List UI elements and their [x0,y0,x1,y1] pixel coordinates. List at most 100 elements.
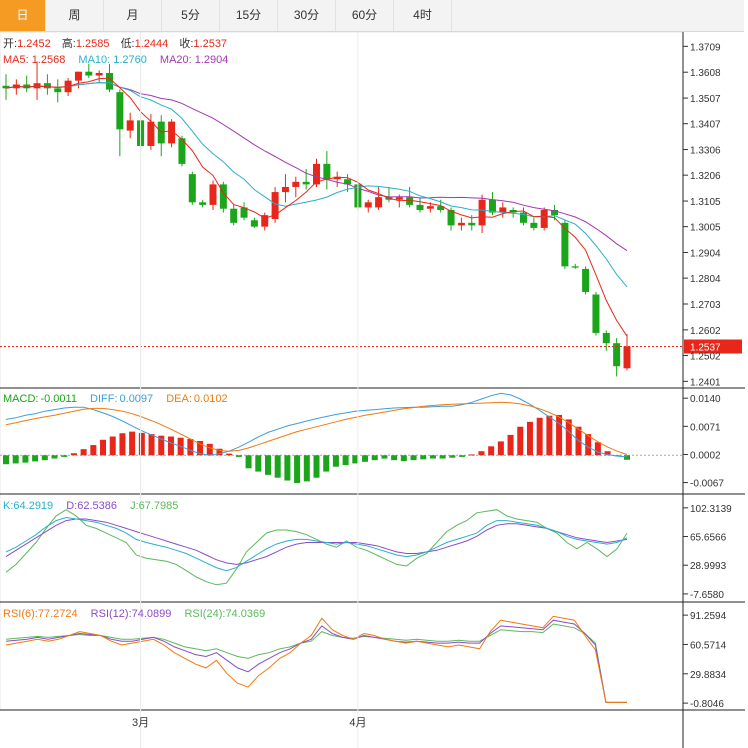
macd-bar [264,455,271,475]
ma10-line [5,82,628,288]
macd-bar [381,455,388,459]
tab-60min[interactable]: 60分 [336,0,394,31]
candle-body [530,222,538,228]
rsi12-line [5,619,627,703]
macd-bar [332,455,339,467]
y-tick-label: 1.2401 [690,377,721,388]
candle-body [520,212,527,223]
rsi6-label: RSI(6): [3,608,38,620]
y-tick-label: 60.5714 [690,640,727,651]
ohlc-legend: 开:1.2452 高:1.2585 低:1.2444 收:1.2537 [3,36,227,50]
candle-pane [0,32,684,389]
rsi24-label: RSI(24): [184,608,225,620]
candle-body [333,176,341,180]
candle-body [74,71,82,81]
candle-body [602,332,610,344]
candle-body [437,206,445,210]
k-value: 64.2919 [13,500,53,512]
j-line [5,509,628,586]
macd-bar [206,443,213,456]
candle-body [499,207,507,213]
candle-body [147,121,155,146]
macd-bar [187,438,194,456]
ma10-label: MA10: [78,54,110,66]
ma20-label: MA20: [160,54,192,66]
macd-bar [90,445,97,456]
chart-area[interactable]: 1.2537 1.37091.36081.35071.34071.33061.3… [0,32,748,748]
macd-bar [197,441,204,456]
macd-bar [323,455,330,472]
tab-5min[interactable]: 5分 [162,0,220,31]
y-tick-label: 1.2804 [690,274,721,285]
macd-bar [410,455,417,461]
candle-body [116,92,124,130]
candle-body [468,222,476,226]
candle-body [613,343,621,367]
macd-bar [12,455,19,464]
y-tick-label: -0.8046 [690,699,724,710]
macd-bar [100,439,107,456]
macd-bar [429,455,436,459]
macd-bar [459,455,466,457]
y-tick-label: 1.3608 [690,68,721,79]
d-label: D: [66,500,77,512]
macd-bar [216,448,223,456]
y-tick-label: 102.3139 [690,504,732,515]
candle-body [188,174,196,203]
y-tick-label: 1.3005 [690,223,721,234]
tab-30min[interactable]: 30分 [278,0,336,31]
low-value: 1.2444 [135,38,169,50]
macd-bar [362,455,369,462]
open-label: 开: [3,38,17,50]
macd-bar [624,455,630,460]
macd-label: MACD: [3,393,38,405]
candle-series: 1.2537 [0,61,742,377]
k-line [5,516,628,572]
macd-bar [526,421,533,456]
tab-week[interactable]: 周 [46,0,104,31]
macd-bar [478,451,485,456]
macd-bar [342,455,349,466]
candle-body [406,197,414,205]
macd-value: -0.0011 [40,393,77,405]
high-label: 高: [62,36,76,50]
candle-body [323,163,331,180]
tab-4hour[interactable]: 4时 [394,0,452,31]
tab-day[interactable]: 日 [0,0,46,31]
ma-legend: MA5: 1.2568 MA10: 1.2760 MA20: 1.2904 [3,54,228,66]
y-tick-label: 1.3206 [690,171,721,182]
tab-15min[interactable]: 15分 [220,0,278,31]
candle-body [54,88,62,93]
tab-month[interactable]: 月 [104,0,162,31]
y-tick-label: 0.0140 [690,394,721,405]
ma5-label: MA5: [3,54,29,66]
macd-bar [546,415,553,456]
y-tick-label: 1.3105 [690,197,721,208]
dea-line [5,401,628,455]
macd-bar [119,433,126,456]
macd-bar [468,454,475,456]
candle-body [240,207,248,218]
candle-body [457,222,465,226]
candle-body [561,222,569,267]
macd-bar [41,455,48,461]
candle-body [230,208,238,223]
macd-bar [585,434,592,456]
macd-bar [556,414,563,456]
macd-bar [3,455,9,465]
axis-labels: 1.3709 1.3608 1.3507 1.3407 1.3306 1.3206 1.31… [132,32,732,748]
macd-legend: MACD: -0.0011 DIFF: 0.0097 DEA: 0.0102 [3,393,228,405]
candle-body [219,184,227,209]
candle-body [23,84,31,89]
candle-body [344,179,352,185]
open-value: 1.2452 [17,38,51,50]
candle-body [126,120,134,131]
j-label: J: [130,500,139,512]
rsi12-value: 74.0899 [132,608,172,620]
y-tick-label: 1.3306 [690,146,721,157]
x-tick-label: 4月 [349,717,366,729]
macd-bar [235,455,242,457]
macd-bar [70,453,77,456]
dea-value: 0.0102 [194,393,228,405]
kdj-series [5,509,628,586]
